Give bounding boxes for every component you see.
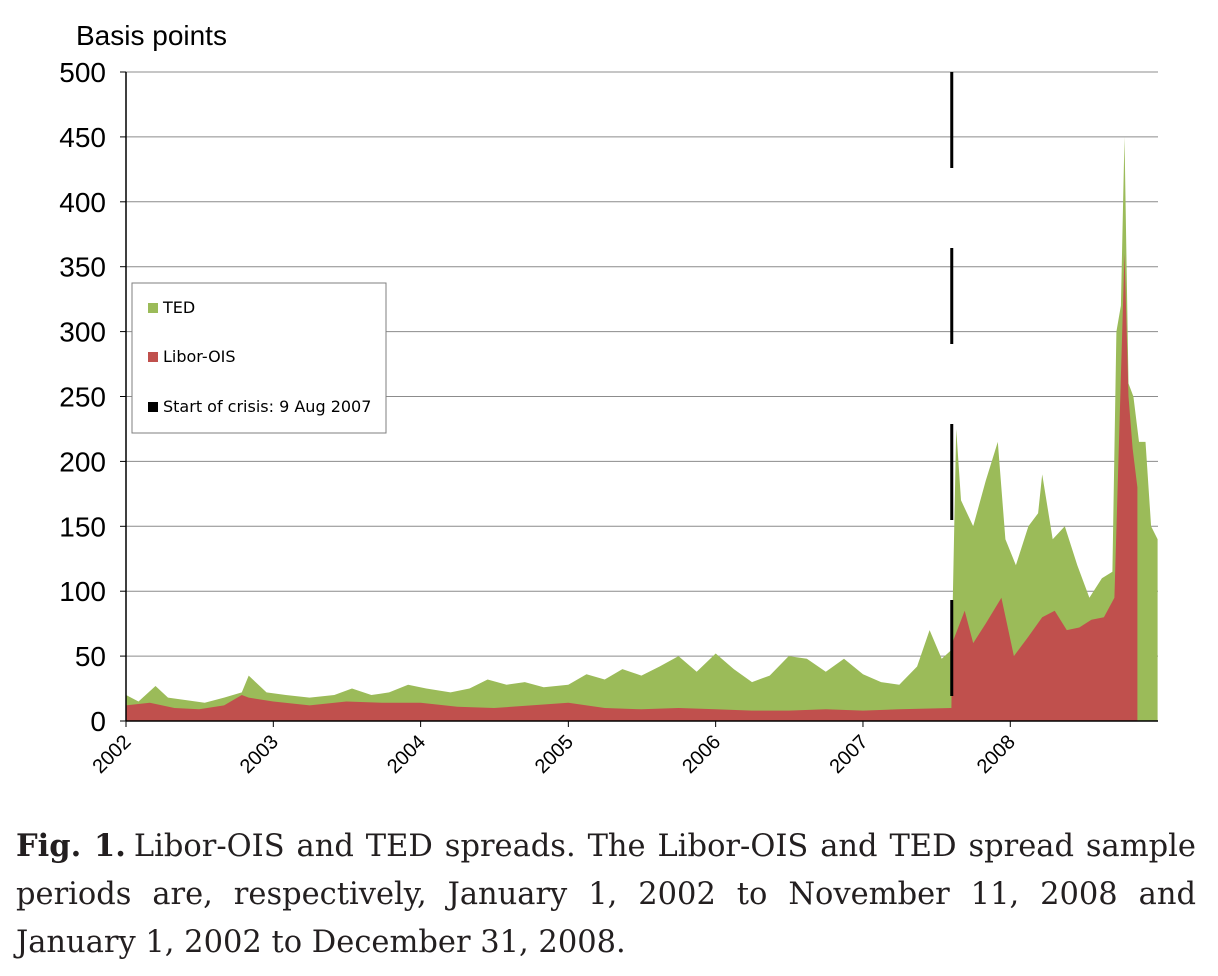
y-tick-label: 400	[59, 187, 106, 218]
y-tick-label: 450	[59, 122, 106, 153]
x-tick-label: 2003	[236, 731, 283, 778]
y-tick-label: 150	[59, 511, 106, 542]
y-axis-label: Basis points	[76, 20, 227, 51]
x-tick-label: 2006	[678, 731, 725, 778]
caption-text: Libor-OIS and TED spreads. The Libor-OIS…	[16, 829, 1196, 960]
figure-caption: Fig. 1. Libor-OIS and TED spreads. The Li…	[16, 822, 1196, 967]
legend-label-crisis: Start of crisis: 9 Aug 2007	[163, 397, 371, 416]
libor-ois-series	[126, 253, 1138, 721]
legend-swatch-libor-ois	[148, 352, 158, 362]
libor-ois-area	[126, 253, 1138, 721]
y-tick-label: 350	[59, 252, 106, 283]
y-tick-label: 50	[75, 641, 106, 672]
legend-swatch-ted	[148, 303, 158, 313]
x-tick-label: 2007	[825, 731, 872, 778]
x-tick-label: 2008	[973, 731, 1020, 778]
caption-label: Fig. 1.	[16, 828, 126, 864]
x-tick-labels: 2002 2003 2004 2005 2006 2007 2008	[89, 721, 1020, 778]
y-tick-labels: 0 50 100 150 200 250 300 350 400 450 500	[59, 57, 126, 737]
legend-frame	[131, 282, 387, 434]
y-tick-label: 500	[59, 57, 106, 88]
x-tick-label: 2005	[531, 731, 578, 778]
legend-label-libor-ois: Libor-OIS	[163, 347, 236, 366]
legend-swatch-crisis	[148, 402, 158, 412]
x-tick-label: 2002	[89, 731, 136, 778]
legend: TED Libor-OIS Start of crisis: 9 Aug 200…	[131, 282, 387, 434]
x-tick-label: 2004	[383, 731, 430, 778]
y-tick-label: 100	[59, 576, 106, 607]
y-tick-label: 0	[90, 706, 106, 737]
y-tick-label: 250	[59, 382, 106, 413]
y-tick-label: 300	[59, 317, 106, 348]
legend-label-ted: TED	[162, 298, 195, 317]
y-tick-label: 200	[59, 446, 106, 477]
